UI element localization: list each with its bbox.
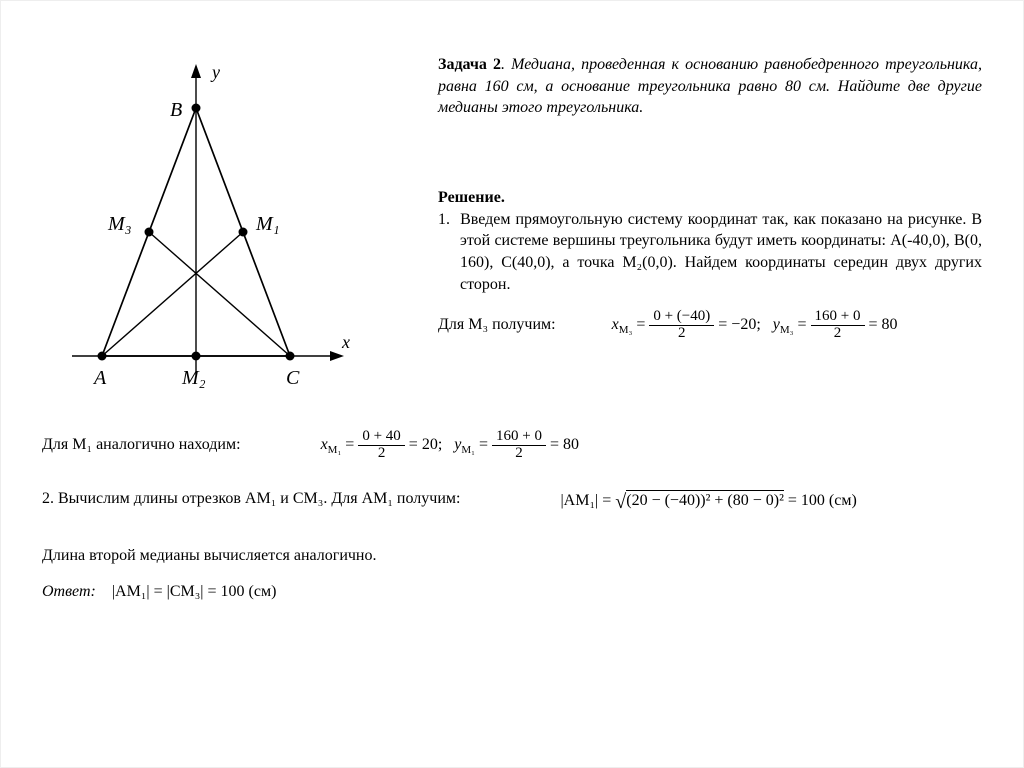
am1-radicand: (20 − (−40))² + (80 − 0)² <box>626 490 784 510</box>
page: y x B A C M₂ M₁ M₃ Задача 2. Медиана, пр… <box>0 0 1024 768</box>
point-M1: M₁ <box>255 213 280 235</box>
m3-x-lhs: x <box>612 316 619 333</box>
m1-x-num: 0 + 40 <box>358 429 404 446</box>
answer-math: |AM₁| = |CM₃| = 100 (см) <box>112 583 277 601</box>
problem-statement: Задача 2. Медиана, проведенная к основан… <box>438 54 982 119</box>
m1-label: Для М₁ аналогично находим: <box>42 436 241 454</box>
triangle-figure: y x B A C M₂ M₁ M₃ <box>42 60 352 400</box>
m1-x: xM₁ = 0 + 402 = 20; yM₁ = 160 + 02 = 80 <box>321 429 579 462</box>
step2-text: 2. Вычислим длины отрезков АМ₁ и СМ₃. Дл… <box>42 490 460 508</box>
m3-row: Для М₃ получим: xM₃ = 0 + (−40)2 = −20; … <box>438 309 982 342</box>
figure-column: y x B A C M₂ M₁ M₃ <box>42 54 372 405</box>
problem-text: . Медиана, проведенная к основанию равно… <box>438 56 982 116</box>
vertex-A: A <box>92 367 107 389</box>
m1-y-val: = 80 <box>550 436 579 453</box>
vertex-B: B <box>170 99 182 121</box>
continuation: Для М₁ аналогично находим: xM₁ = 0 + 402… <box>42 429 982 601</box>
point-M3: M₃ <box>107 213 132 235</box>
m3-y-lhs: y <box>773 316 780 333</box>
m3-y-den: 2 <box>830 326 846 342</box>
m3-x-val: = −20; <box>718 316 761 333</box>
m3-x-den: 2 <box>674 326 690 342</box>
top-row: y x B A C M₂ M₁ M₃ Задача 2. Медиана, пр… <box>42 54 982 405</box>
m1-x-lhs: x <box>321 436 328 453</box>
note: Длина второй медианы вычисляется аналоги… <box>42 547 982 565</box>
answer-row: Ответ: |AM₁| = |CM₃| = 100 (см) <box>42 583 982 601</box>
m1-x-sub: M₁ <box>328 444 342 456</box>
am1-val: = 100 (см) <box>788 492 857 509</box>
m3-label: Для М₃ получим: <box>438 316 556 334</box>
m1-x-den: 2 <box>374 446 390 462</box>
solution-step1: 1. Введем прямоугольную систему координа… <box>438 209 982 295</box>
am1-formula: |AM₁| = √(20 − (−40))² + (80 − 0)² = 100… <box>560 488 856 511</box>
step1-text: Введем прямоугольную систему координат т… <box>460 211 982 293</box>
m1-y-sub: M₁ <box>461 444 475 456</box>
vertex-C: C <box>286 367 300 389</box>
point-M2: M₂ <box>181 367 206 389</box>
m3-y-sub: M₃ <box>780 324 794 336</box>
m3-x: xM₃ = 0 + (−40)2 = −20; yM₃ = 160 + 02 =… <box>612 309 898 342</box>
answer-label: Ответ: <box>42 583 96 601</box>
problem-title: Задача 2 <box>438 56 501 73</box>
m1-x-val: = 20; <box>409 436 442 453</box>
m3-y-val: = 80 <box>869 316 898 333</box>
step2-row: 2. Вычислим длины отрезков АМ₁ и СМ₃. Дл… <box>42 488 982 511</box>
text-column: Задача 2. Медиана, проведенная к основан… <box>372 54 982 342</box>
m3-x-sub: M₃ <box>619 324 633 336</box>
axis-y-label: y <box>210 62 220 82</box>
m1-row: Для М₁ аналогично находим: xM₁ = 0 + 402… <box>42 429 982 462</box>
m3-y-num: 160 + 0 <box>811 309 865 326</box>
m1-y-den: 2 <box>511 446 527 462</box>
m1-y-num: 160 + 0 <box>492 429 546 446</box>
am1-lhs: |AM₁| = <box>560 492 611 509</box>
step1-num: 1. <box>438 211 450 228</box>
axis-x-label: x <box>341 332 350 352</box>
m3-x-num: 0 + (−40) <box>649 309 714 326</box>
solution-heading: Решение. <box>438 189 982 207</box>
